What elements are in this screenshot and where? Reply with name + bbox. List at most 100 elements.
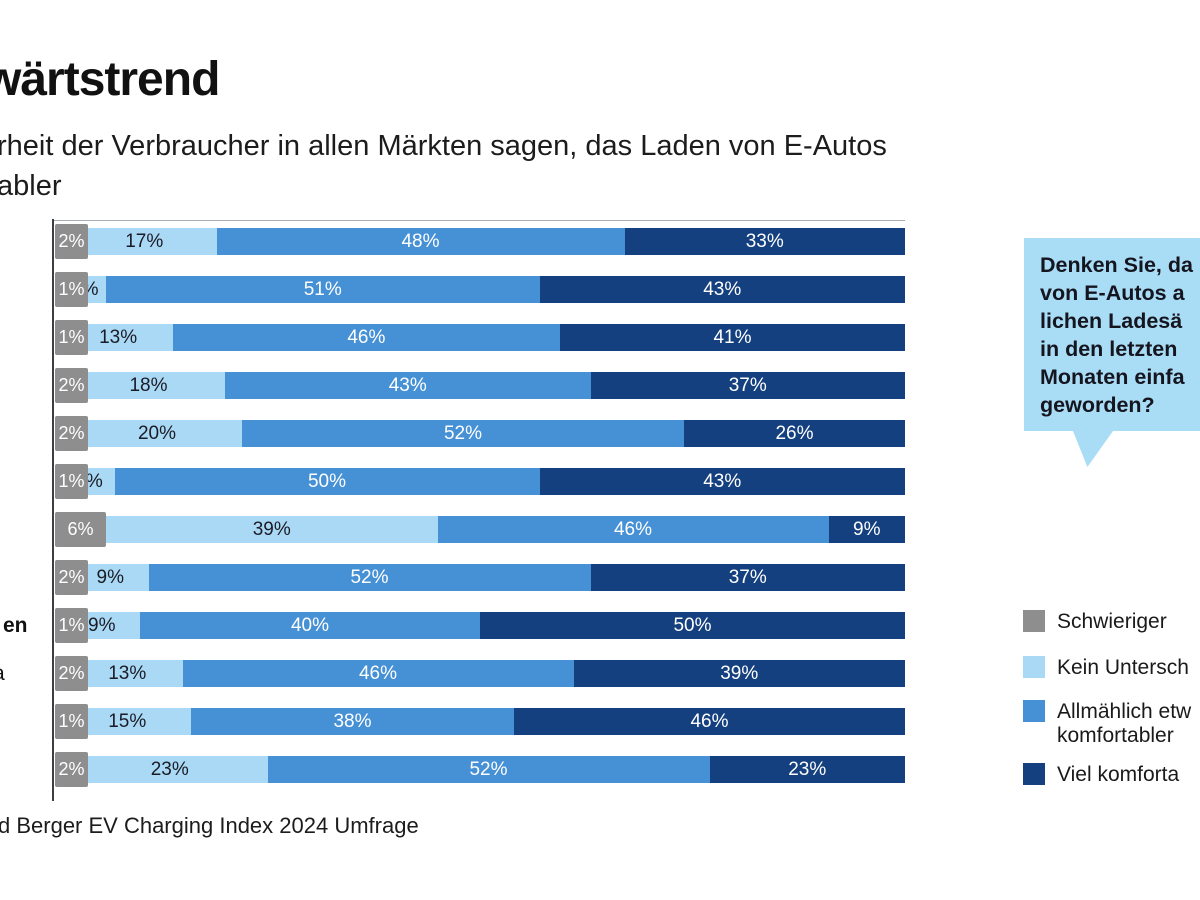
bar-value-label: 43% xyxy=(388,375,427,396)
legend-label: Allmählich etw komfortabler xyxy=(1057,700,1192,747)
bar-row: 2% 13% 46% 39% xyxy=(55,656,905,691)
bar-segment-series2: 52% xyxy=(267,756,710,783)
bar-rows: 2%17%48%33%1%5%51%43%1%13%46%41%2%18%43%… xyxy=(55,224,905,788)
bar-value-label: 50% xyxy=(307,471,347,492)
legend-label: Viel komforta xyxy=(1057,763,1180,786)
legend-item-allmaehlich: Allmählich etw komfortabler xyxy=(1023,700,1191,748)
question-bubble: Denken Sie, da von E-Autos a lichen Lade… xyxy=(1024,238,1200,431)
bubble-line: Monaten einfa xyxy=(1040,365,1185,389)
bar-value-label: 2% xyxy=(55,752,88,787)
bar-value-label: 2% xyxy=(55,656,88,691)
bar-value-label: 1% xyxy=(55,320,88,355)
bar-value-label: 43% xyxy=(703,279,742,300)
bar-row: 2% 18% 43% 37% xyxy=(55,368,905,403)
bar-value-label: 1% xyxy=(55,608,88,643)
source-text: d Berger EV Charging Index 2024 Umfrage xyxy=(0,813,419,838)
bubble-line: geworden? xyxy=(1040,393,1155,417)
bar-row: 1% 15% 38% 46% xyxy=(55,704,905,739)
subtitle-line-1: rheit der Verbraucher in allen Märkten s… xyxy=(0,130,887,162)
bar-value-label: 26% xyxy=(775,423,814,444)
bar-value-label: 2% xyxy=(55,560,88,595)
subtitle-line-2: abler xyxy=(0,170,62,202)
bar-value-label: 37% xyxy=(728,567,767,588)
legend-item-kein-unterschied: Kein Untersch xyxy=(1023,656,1189,680)
bar-segment-series3: 43% xyxy=(539,276,905,303)
legend-swatch-gray xyxy=(1023,610,1045,632)
bar-value-label: 52% xyxy=(469,759,508,780)
bar-segment-series1: 18% xyxy=(72,372,225,399)
bar-segment-series3: 37% xyxy=(590,372,905,399)
bar-value-label: 9% xyxy=(96,567,124,588)
bar-segment-series3: 23% xyxy=(709,756,905,783)
bar-segment-series3: 50% xyxy=(480,612,905,639)
bar-value-label: 1% xyxy=(55,464,88,499)
bar-value-label: 2% xyxy=(55,416,88,451)
bar-value-label: 2% xyxy=(55,368,88,403)
legend-swatch-lightblue xyxy=(1023,656,1045,678)
bar-segment-series3: 43% xyxy=(539,468,905,495)
bar-value-label: 52% xyxy=(350,567,389,588)
bubble-line: von E-Autos a xyxy=(1040,281,1185,305)
bar-value-label: 13% xyxy=(108,663,147,684)
bar-row: 2% 20% 52% 26% xyxy=(55,416,905,451)
bar-value-label: 13% xyxy=(99,327,138,348)
bar-segment-series2: 38% xyxy=(191,708,514,735)
bar-value-label: 37% xyxy=(728,375,767,396)
bar-row: 2% 17% 48% 33% xyxy=(55,224,905,259)
bar-segment-series1: 39% xyxy=(106,516,438,543)
bar-row: 1% 9% 40% 50% xyxy=(55,608,905,643)
bar-segment-series2: 46% xyxy=(182,660,574,687)
bar-segment-series3: 26% xyxy=(684,420,905,447)
bar-value-label: 1% xyxy=(55,704,88,739)
bar-segment-series3: 39% xyxy=(573,660,905,687)
legend-swatch-midblue xyxy=(1023,700,1045,722)
bar-value-label: 48% xyxy=(401,231,440,252)
bar-value-label: 39% xyxy=(720,663,759,684)
bar-value-label: 6% xyxy=(55,512,106,547)
bar-value-label: 46% xyxy=(358,663,398,684)
legend-item-viel-komfortabler: Viel komforta xyxy=(1023,763,1179,787)
bar-value-label: 39% xyxy=(252,519,291,540)
bar-value-label: 43% xyxy=(703,471,742,492)
bar-segment-series1: 20% xyxy=(72,420,242,447)
bar-row: 2% 23% 52% 23% xyxy=(55,752,905,787)
bubble-tail xyxy=(1073,431,1113,467)
bar-value-label: 38% xyxy=(333,711,372,732)
bar-segment-series2: 46% xyxy=(172,324,560,351)
bar-value-label: 46% xyxy=(690,711,729,732)
bar-segment-series2: 43% xyxy=(225,372,591,399)
bar-value-label: 20% xyxy=(137,423,177,444)
bar-row: 1% 13% 46% 41% xyxy=(55,320,905,355)
bar-segment-series2: 40% xyxy=(140,612,480,639)
bar-value-label: 17% xyxy=(125,231,164,252)
legend-swatch-darkblue xyxy=(1023,763,1045,785)
bar-segment-series2: 51% xyxy=(106,276,540,303)
bar-segment-series2: 50% xyxy=(114,468,540,495)
bar-segment-series2: 46% xyxy=(437,516,829,543)
bar-segment-series2: 52% xyxy=(242,420,684,447)
row-label-fragment: a xyxy=(0,662,5,686)
bar-value-label: 1% xyxy=(55,272,88,307)
bubble-line: lichen Ladesä xyxy=(1040,309,1183,333)
bar-value-label: 23% xyxy=(150,759,189,780)
bar-segment-series3: 46% xyxy=(514,708,905,735)
bar-segment-series3: 37% xyxy=(590,564,905,591)
bar-value-label: 9% xyxy=(853,519,881,540)
bar-row: 1% 6% 50% 43% xyxy=(55,464,905,499)
bar-row: 2% 9% 52% 37% xyxy=(55,560,905,595)
row-label-fragment: en xyxy=(3,614,28,637)
bar-value-label: 18% xyxy=(129,375,168,396)
chart-left-axis-line xyxy=(52,219,54,801)
legend-item-schwieriger: Schwieriger xyxy=(1023,610,1167,634)
bar-segment-series2: 48% xyxy=(216,228,625,255)
bar-value-label: 46% xyxy=(613,519,653,540)
bar-row: 1%5%51%43% xyxy=(55,272,905,307)
bubble-line: in den letzten xyxy=(1040,337,1178,361)
bar-value-label: 15% xyxy=(108,711,147,732)
bar-value-label: 2% xyxy=(55,224,88,259)
bar-segment-series3: 33% xyxy=(624,228,905,255)
bar-value-label: 33% xyxy=(745,231,784,252)
bar-value-label: 40% xyxy=(290,615,330,636)
page-title: wärtstrend xyxy=(0,53,220,106)
bar-segment-series3: 9% xyxy=(828,516,905,543)
